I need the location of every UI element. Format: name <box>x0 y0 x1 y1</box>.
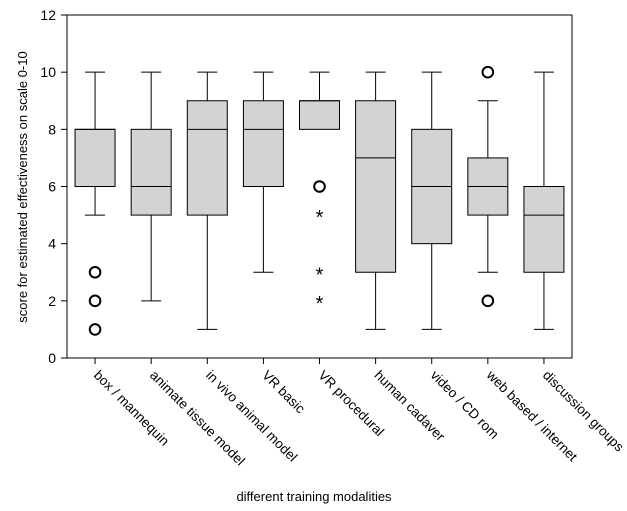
outlier-point <box>88 323 102 336</box>
extreme-point: * <box>316 293 324 315</box>
x-axis-title: different training modalities <box>236 489 392 504</box>
category-label: animate tissue model <box>147 368 248 469</box>
extreme-point: * <box>316 264 324 286</box>
box <box>130 128 172 216</box>
category-label: web based / internet <box>483 367 580 464</box>
y-tick-label: 12 <box>40 7 56 23</box>
y-tick-label: 10 <box>40 64 56 80</box>
y-tick-label: 2 <box>48 293 56 309</box>
y-tick-label: 8 <box>48 121 56 137</box>
box <box>242 100 284 187</box>
box <box>186 100 228 216</box>
box <box>299 100 340 130</box>
category-label: VR basic <box>259 368 308 417</box>
extreme-point: * <box>316 207 324 229</box>
y-tick-label: 4 <box>48 236 56 252</box>
box <box>523 186 565 273</box>
box <box>74 128 116 187</box>
outlier-point <box>481 65 495 79</box>
y-axis-title: score for estimated effectiveness on sca… <box>15 51 30 322</box>
outlier-point <box>88 265 102 279</box>
box <box>355 100 397 273</box>
outlier-point <box>481 294 495 308</box>
outlier-point <box>88 294 102 308</box>
y-tick-label: 0 <box>48 350 56 366</box>
y-tick-label: 6 <box>48 179 56 195</box>
outlier-point <box>313 180 326 193</box>
